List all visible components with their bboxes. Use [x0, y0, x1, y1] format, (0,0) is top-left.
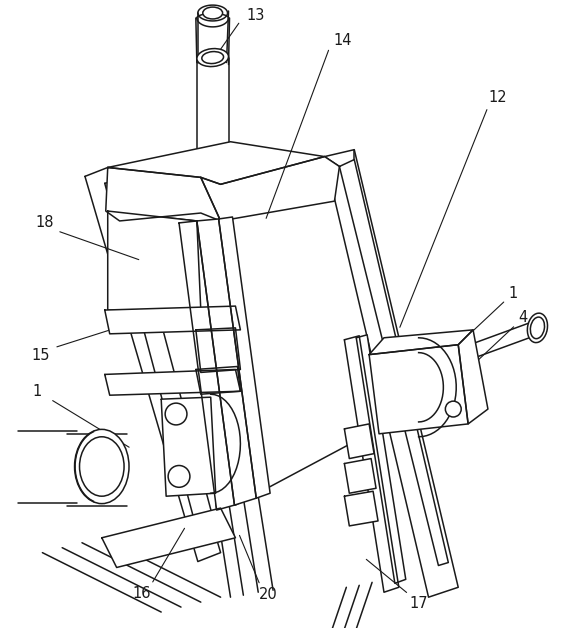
Polygon shape — [105, 179, 216, 534]
Text: 1: 1 — [508, 286, 517, 301]
Text: 17: 17 — [409, 596, 428, 611]
Ellipse shape — [445, 401, 461, 417]
Polygon shape — [161, 397, 216, 496]
Polygon shape — [108, 142, 325, 184]
Polygon shape — [356, 335, 406, 583]
Ellipse shape — [202, 52, 224, 64]
Polygon shape — [197, 219, 256, 505]
Text: 18: 18 — [35, 215, 53, 230]
Polygon shape — [458, 330, 488, 424]
Text: 13: 13 — [246, 8, 265, 23]
Polygon shape — [345, 459, 376, 493]
Polygon shape — [105, 370, 241, 395]
Polygon shape — [339, 160, 448, 565]
Text: 16: 16 — [132, 586, 151, 601]
Text: 4: 4 — [518, 310, 527, 326]
Polygon shape — [196, 328, 241, 372]
Polygon shape — [85, 167, 221, 562]
Ellipse shape — [531, 317, 545, 339]
Ellipse shape — [165, 403, 187, 425]
Ellipse shape — [197, 49, 229, 66]
Ellipse shape — [168, 466, 190, 487]
Polygon shape — [196, 367, 241, 394]
Text: 12: 12 — [488, 90, 507, 105]
Ellipse shape — [527, 313, 547, 343]
Text: 1: 1 — [33, 384, 42, 399]
Polygon shape — [369, 330, 473, 355]
Polygon shape — [325, 150, 458, 597]
Text: 20: 20 — [259, 587, 278, 602]
Ellipse shape — [75, 429, 129, 504]
Ellipse shape — [203, 7, 223, 19]
Polygon shape — [108, 211, 201, 310]
Polygon shape — [105, 306, 241, 334]
Polygon shape — [102, 508, 235, 567]
Polygon shape — [201, 156, 339, 221]
Polygon shape — [369, 345, 468, 434]
Text: 15: 15 — [31, 348, 49, 363]
Ellipse shape — [79, 437, 124, 496]
Polygon shape — [345, 336, 399, 593]
Polygon shape — [345, 492, 378, 526]
Text: 14: 14 — [333, 33, 352, 48]
Polygon shape — [345, 424, 374, 459]
Polygon shape — [219, 217, 270, 498]
Polygon shape — [179, 221, 234, 510]
Polygon shape — [106, 167, 221, 221]
